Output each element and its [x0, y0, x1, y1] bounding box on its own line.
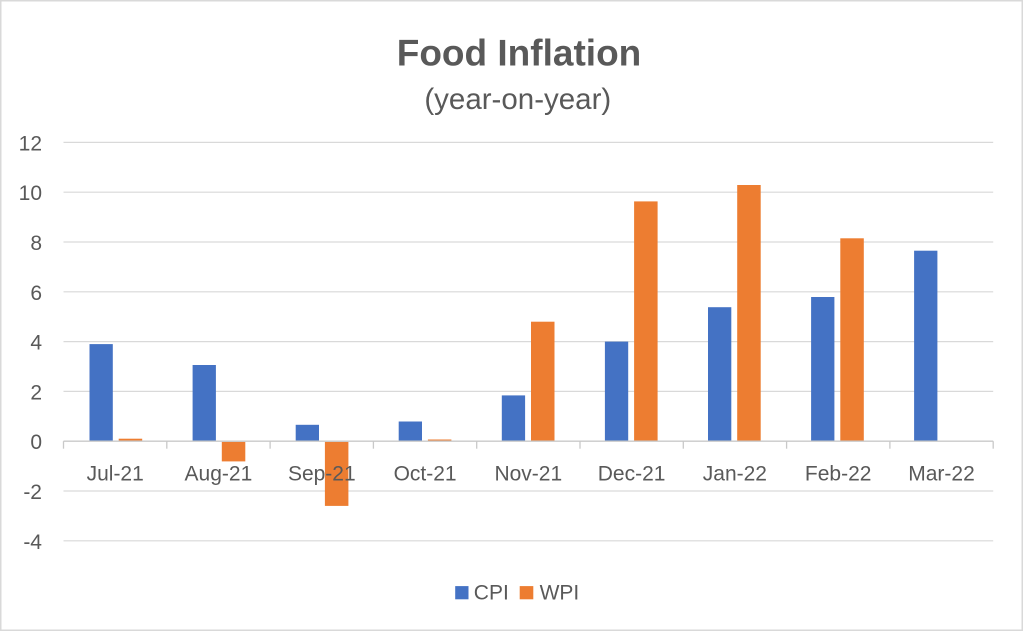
svg-text:Jul-21: Jul-21 — [87, 462, 144, 485]
svg-text:6: 6 — [30, 282, 42, 305]
svg-text:12: 12 — [19, 132, 42, 155]
svg-text:4: 4 — [30, 332, 42, 355]
svg-text:Oct-21: Oct-21 — [394, 462, 457, 485]
svg-text:(year-on-year): (year-on-year) — [424, 83, 611, 116]
svg-text:Aug-21: Aug-21 — [185, 462, 253, 485]
svg-text:Sep-21: Sep-21 — [288, 462, 356, 485]
svg-text:Jan-22: Jan-22 — [703, 462, 767, 485]
svg-text:Food Inflation: Food Inflation — [397, 33, 642, 74]
svg-text:0: 0 — [30, 431, 42, 454]
svg-text:Feb-22: Feb-22 — [805, 462, 872, 485]
svg-text:10: 10 — [19, 182, 42, 205]
svg-text:-2: -2 — [23, 481, 42, 504]
svg-text:-4: -4 — [23, 531, 42, 554]
svg-text:Dec-21: Dec-21 — [598, 462, 666, 485]
svg-text:8: 8 — [30, 232, 42, 255]
svg-text:WPI: WPI — [540, 581, 580, 604]
svg-text:CPI: CPI — [474, 581, 509, 604]
svg-text:Nov-21: Nov-21 — [494, 462, 562, 485]
svg-text:2: 2 — [30, 381, 42, 404]
svg-text:Mar-22: Mar-22 — [908, 462, 975, 485]
